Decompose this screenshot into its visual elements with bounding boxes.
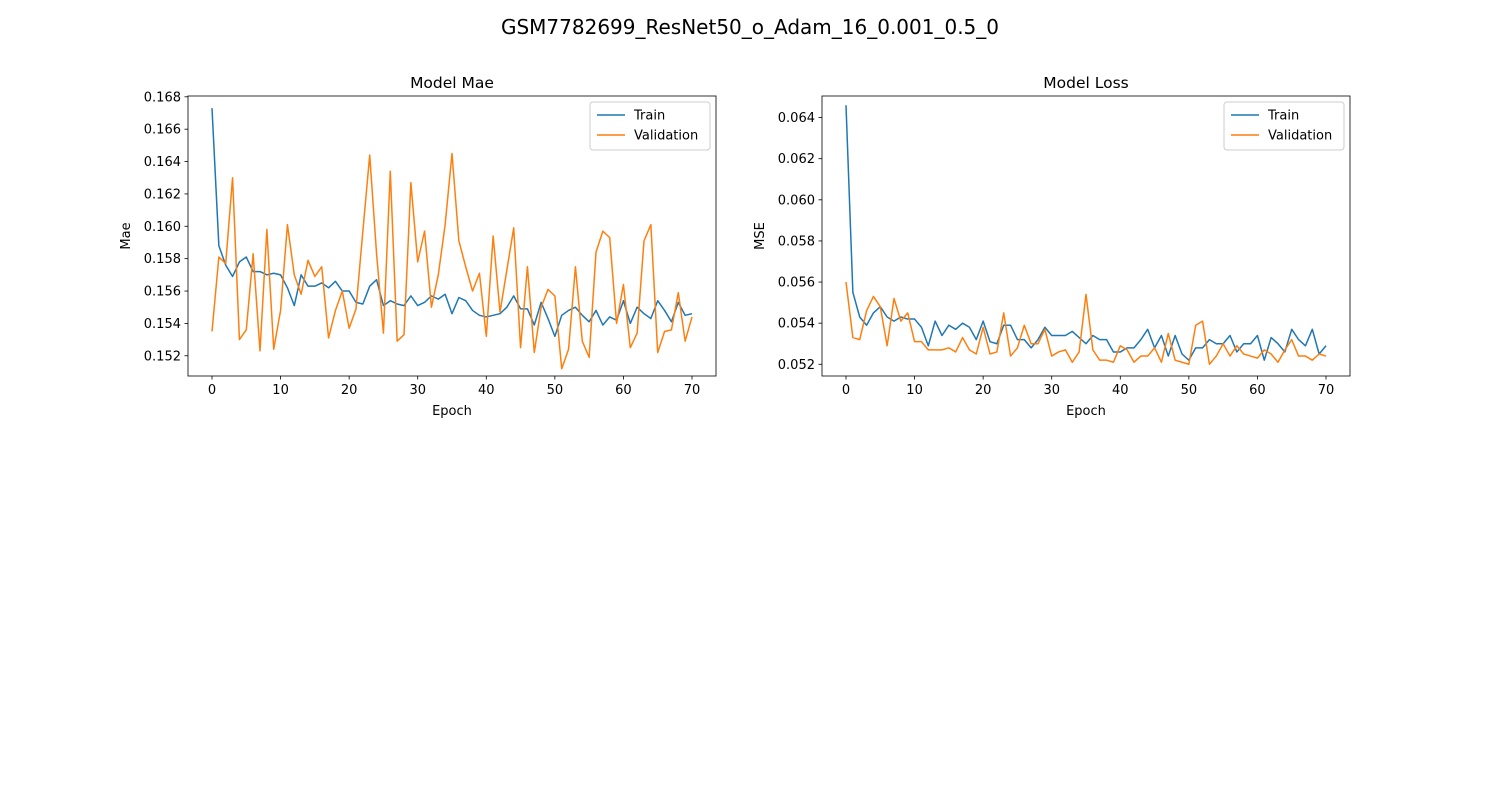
mae-axes-frame	[187, 95, 717, 377]
loss-train-line	[845, 105, 1327, 361]
loss-x-tick-label: 20	[975, 383, 992, 398]
mae-train-line	[211, 108, 693, 338]
mae-x-tick-label: 30	[409, 383, 426, 398]
mae-y-tick-label: 0.152	[144, 349, 181, 364]
loss-y-tick-label: 0.052	[778, 358, 815, 373]
mae-validation-line	[211, 152, 693, 370]
loss-x-tick-label: 0	[842, 383, 850, 398]
mae-y-tick-label: 0.166	[144, 123, 181, 138]
mae-y-tick-label: 0.160	[144, 220, 181, 235]
loss-chart: 0 10 20 30 40 50 60 70 0.052 0.054 0.056 0.058 0.060…	[753, 74, 1351, 419]
loss-x-tick-label: 60	[1249, 383, 1266, 398]
loss-x-axis-label: Epoch	[1066, 404, 1106, 419]
loss-legend: Train Validation	[1223, 101, 1345, 151]
mae-x-tick-label: 10	[272, 383, 289, 398]
loss-chart-title: Model Loss	[1043, 74, 1128, 92]
loss-x-tick-label: 70	[1318, 383, 1335, 398]
loss-y-tick-label: 0.064	[778, 111, 815, 126]
mae-x-tick-label: 40	[478, 383, 495, 398]
loss-axes-frame	[821, 95, 1351, 377]
loss-y-tick-label: 0.054	[778, 317, 815, 332]
loss-y-tick-label: 0.062	[778, 152, 815, 167]
loss-legend-train-label: Train	[1267, 109, 1299, 124]
mae-y-tick-label: 0.156	[144, 285, 181, 300]
mae-legend-train-label: Train	[633, 109, 665, 124]
mae-x-axis-label: Epoch	[432, 404, 472, 419]
mae-y-tick-label: 0.162	[144, 187, 181, 202]
mae-legend-validation-label: Validation	[634, 129, 698, 144]
loss-legend-validation-label: Validation	[1268, 129, 1332, 144]
loss-y-tick-label: 0.058	[778, 234, 815, 249]
loss-y-tick-label: 0.060	[778, 193, 815, 208]
mae-legend-box	[589, 101, 711, 151]
mae-x-tick-label: 70	[684, 383, 701, 398]
mae-x-tick-label: 0	[208, 383, 216, 398]
loss-y-tick-label: 0.056	[778, 276, 815, 291]
mae-x-tick-label: 60	[615, 383, 632, 398]
loss-x-tick-label: 40	[1112, 383, 1129, 398]
loss-legend-box	[1223, 101, 1345, 151]
loss-y-axis-label: MSE	[753, 222, 768, 250]
mae-x-tick-label: 20	[341, 383, 358, 398]
mae-legend: Train Validation	[589, 101, 711, 151]
mae-y-tick-label: 0.164	[144, 155, 181, 170]
loss-x-tick-label: 10	[906, 383, 923, 398]
mae-y-tick-label: 0.158	[144, 252, 181, 267]
loss-x-tick-label: 30	[1043, 383, 1060, 398]
mae-y-axis-label: Mae	[119, 222, 134, 249]
mae-y-tick-label: 0.154	[144, 317, 181, 332]
loss-x-tick-label: 50	[1181, 383, 1198, 398]
mae-x-tick-label: 50	[547, 383, 564, 398]
loss-validation-line	[845, 281, 1327, 366]
mae-y-tick-label: 0.168	[144, 90, 181, 105]
figure-suptitle: GSM7782699_ResNet50_o_Adam_16_0.001_0.5_…	[501, 15, 999, 39]
mae-chart: 0 10 20 30 40 50 60 70 0.152 0.154 0.156 0.158 0.160…	[119, 74, 717, 419]
mae-chart-title: Model Mae	[410, 74, 494, 92]
